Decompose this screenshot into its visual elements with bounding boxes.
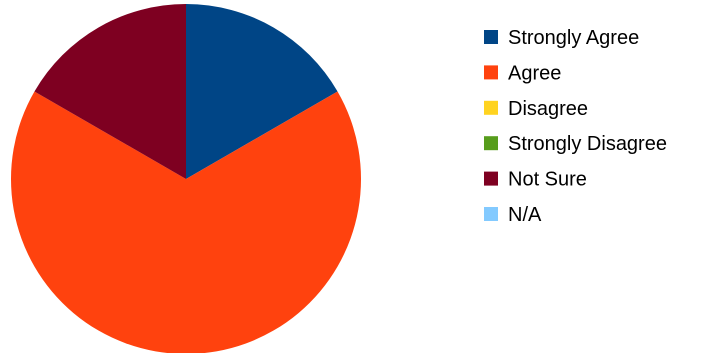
- pie-slice-strongly-agree: [186, 4, 338, 179]
- legend-label-strongly-disagree: Strongly Disagree: [508, 133, 667, 155]
- legend-swatch-disagree: [484, 100, 498, 115]
- legend-swatch-n-a: [484, 207, 498, 221]
- legend-swatch-agree: [484, 65, 498, 80]
- pie-slice-agree: [11, 91, 361, 353]
- legend-label-n-a: N/A: [508, 204, 542, 226]
- pie-slices: [11, 4, 361, 353]
- chart-legend: Strongly Agree Agree Disagree Strongly Disa…: [484, 27, 667, 226]
- legend-label-strongly-agree: Strongly Agree: [508, 27, 639, 49]
- legend-label-agree: Agree: [508, 62, 561, 84]
- pie-slice-not-sure: [34, 4, 187, 179]
- legend-swatch-strongly-agree: [484, 30, 498, 44]
- legend-label-not-sure: Not Sure: [508, 169, 587, 191]
- legend-label-disagree: Disagree: [508, 98, 588, 120]
- legend-swatch-not-sure: [484, 171, 498, 186]
- legend-swatch-strongly-disagree: [484, 136, 498, 151]
